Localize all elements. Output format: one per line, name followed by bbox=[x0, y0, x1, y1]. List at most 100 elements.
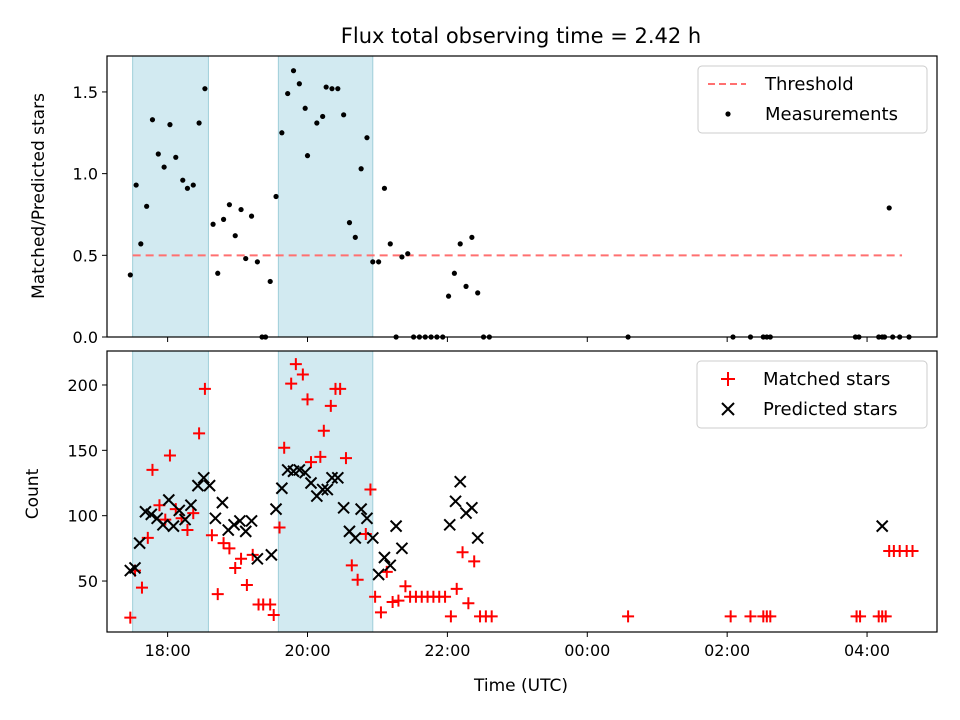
matched-star-point-40 bbox=[351, 573, 364, 586]
measurement-point-6 bbox=[161, 164, 167, 170]
predicted-star-point-8 bbox=[167, 519, 180, 533]
measurement-point-58 bbox=[457, 241, 463, 247]
measurement-point-40 bbox=[352, 234, 358, 240]
predicted-star-point-2 bbox=[133, 536, 146, 550]
matched-star-point-19 bbox=[235, 552, 248, 565]
xtick-label-5: 04:00 bbox=[844, 641, 890, 660]
matched-star-point-63 bbox=[485, 610, 498, 623]
predicted-star-point-24 bbox=[269, 502, 283, 516]
bottom-ytick-label-0: 50 bbox=[78, 572, 98, 591]
bottom-legend: Matched stars Predicted stars bbox=[696, 360, 928, 429]
measurement-point-42 bbox=[364, 135, 370, 141]
measurement-point-7 bbox=[167, 122, 173, 128]
matched-star-point-24 bbox=[264, 598, 277, 611]
bottom-ytick-label-1: 100 bbox=[67, 507, 98, 526]
predicted-star-point-39 bbox=[354, 502, 368, 516]
predicted-star-point-33 bbox=[321, 483, 334, 496]
xtick-label-2: 22:00 bbox=[424, 641, 470, 660]
top-ytick-label-2: 1.0 bbox=[73, 165, 98, 184]
top-ytick-label-0: 0.0 bbox=[73, 328, 98, 347]
measurement-point-16 bbox=[220, 216, 227, 222]
matched-star-point-2 bbox=[135, 581, 148, 594]
matched-star-point-71 bbox=[854, 610, 867, 623]
top-shaded-interval-1 bbox=[277, 55, 374, 338]
bottom-ylabel: Count bbox=[23, 468, 43, 519]
bottom-shaded-interval-0 bbox=[132, 350, 209, 633]
matched-star-point-0 bbox=[124, 611, 137, 624]
measurement-point-1 bbox=[133, 182, 139, 188]
matched-star-point-20 bbox=[240, 578, 253, 591]
matched-star-point-64 bbox=[622, 610, 635, 623]
measurement-point-31 bbox=[302, 105, 308, 111]
measurement-point-57 bbox=[451, 270, 457, 276]
predicted-star-point-44 bbox=[384, 559, 397, 572]
measurement-point-2 bbox=[138, 241, 144, 247]
predicted-star-point-7 bbox=[162, 493, 175, 507]
matched-star-point-11 bbox=[187, 507, 200, 520]
predicted-star-point-10 bbox=[178, 513, 192, 526]
legend-threshold-label: Threshold bbox=[764, 74, 854, 95]
matched-star-point-56 bbox=[444, 610, 457, 623]
measurement-point-45 bbox=[381, 185, 388, 191]
matched-star-point-32 bbox=[305, 456, 318, 469]
measurement-point-25 bbox=[267, 278, 273, 285]
top-ytick-label-1: 0.5 bbox=[73, 246, 98, 265]
predicted-star-point-40 bbox=[360, 512, 374, 525]
predicted-star-point-35 bbox=[331, 471, 345, 484]
matched-star-point-16 bbox=[217, 537, 230, 550]
matched-star-point-43 bbox=[369, 590, 382, 603]
predicted-star-point-19 bbox=[233, 514, 247, 528]
matched-star-point-65 bbox=[724, 610, 737, 623]
matched-star-point-27 bbox=[278, 441, 291, 454]
measurement-point-13 bbox=[202, 86, 208, 92]
matched-star-point-33 bbox=[314, 450, 327, 463]
predicted-star-point-14 bbox=[203, 479, 216, 492]
measurement-point-36 bbox=[329, 86, 335, 92]
matched-star-point-15 bbox=[211, 588, 224, 601]
predicted-star-point-51 bbox=[465, 501, 479, 515]
predicted-star-point-46 bbox=[395, 542, 409, 555]
measurement-point-44 bbox=[376, 259, 382, 265]
matched-star-point-30 bbox=[296, 368, 309, 381]
measurement-point-46 bbox=[387, 241, 393, 247]
measurement-point-4 bbox=[149, 117, 156, 123]
measurement-point-48 bbox=[399, 254, 405, 260]
measurement-point-39 bbox=[346, 220, 353, 226]
chart-title: Flux total observing time = 2.42 h bbox=[341, 24, 701, 48]
predicted-star-point-13 bbox=[197, 471, 210, 484]
measurement-point-22 bbox=[254, 259, 260, 265]
predicted-star-point-22 bbox=[251, 552, 264, 566]
measurement-point-32 bbox=[304, 153, 311, 159]
matched-star-point-29 bbox=[289, 358, 302, 371]
legend-predicted-swatch bbox=[721, 402, 735, 416]
matched-star-point-44 bbox=[374, 606, 387, 619]
matched-star-point-79 bbox=[906, 544, 919, 557]
measurement-point-28 bbox=[285, 90, 291, 97]
top-ylabel: Matched/Predicted stars bbox=[29, 93, 49, 299]
matched-star-point-66 bbox=[744, 610, 757, 623]
x-axis-label: Time (UTC) bbox=[473, 676, 568, 696]
matched-star-point-46 bbox=[386, 595, 399, 608]
measurement-point-19 bbox=[238, 206, 244, 213]
legend-predicted-label: Predicted stars bbox=[763, 399, 897, 420]
predicted-star-point-34 bbox=[325, 471, 339, 484]
measurement-point-38 bbox=[341, 112, 347, 118]
predicted-star-point-25 bbox=[275, 482, 289, 495]
legend-matched-swatch bbox=[721, 372, 735, 386]
matched-star-point-10 bbox=[181, 524, 194, 537]
xtick-label-4: 02:00 bbox=[704, 641, 750, 660]
measurement-point-12 bbox=[196, 120, 202, 126]
measurement-point-0 bbox=[127, 272, 133, 278]
measurement-point-3 bbox=[144, 203, 150, 209]
matched-star-point-48 bbox=[399, 580, 412, 593]
matched-star-point-34 bbox=[317, 424, 330, 437]
matched-star-point-60 bbox=[468, 555, 481, 568]
measurement-point-60 bbox=[469, 234, 475, 240]
matched-star-point-69 bbox=[764, 610, 777, 623]
measurement-point-61 bbox=[475, 290, 481, 296]
measurement-point-41 bbox=[358, 166, 364, 172]
matched-star-point-4 bbox=[146, 463, 159, 476]
matched-star-point-25 bbox=[267, 609, 280, 622]
predicted-star-point-36 bbox=[337, 501, 350, 515]
